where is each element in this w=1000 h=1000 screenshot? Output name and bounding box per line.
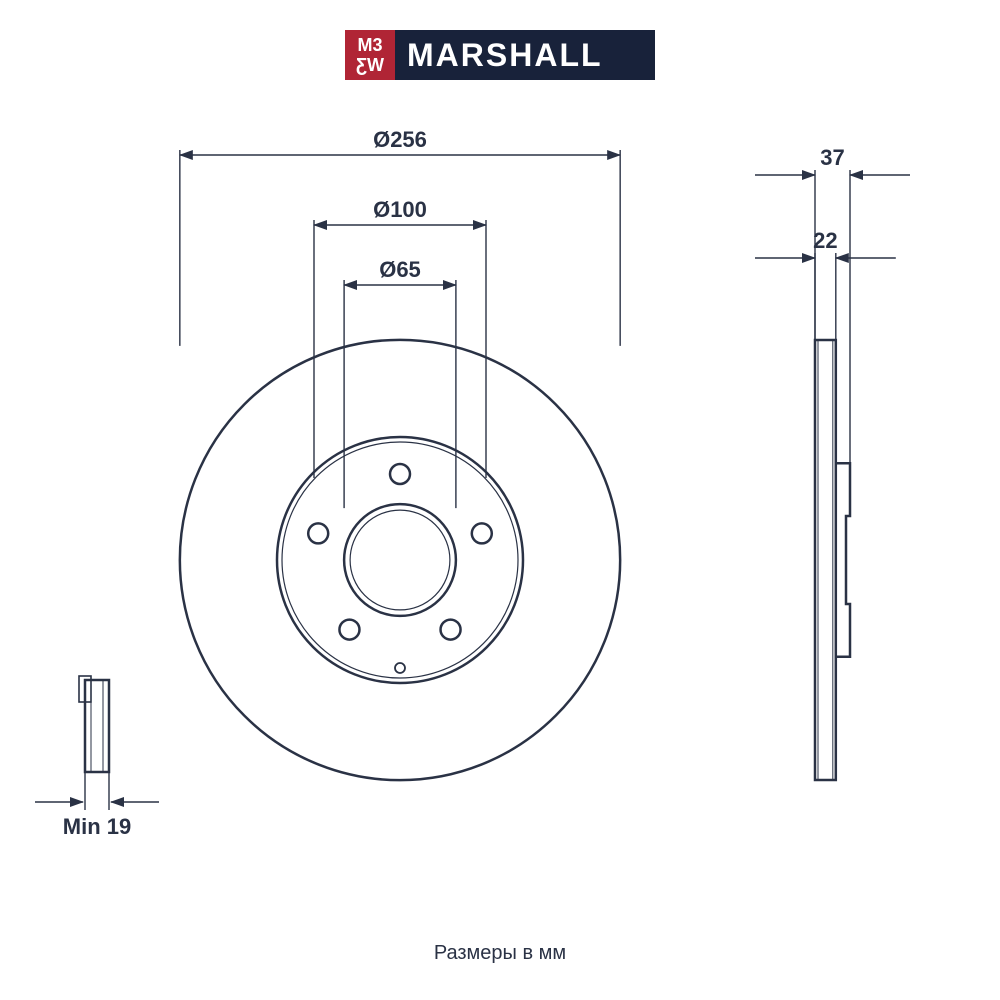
svg-text:Min 19: Min 19 [63,814,131,839]
svg-text:Ø256: Ø256 [373,127,427,152]
svg-text:Ø65: Ø65 [379,257,421,282]
svg-text:22: 22 [813,228,837,253]
technical-drawing: Min 19 Ø256 Ø100 Ø65 37 22 [0,0,1000,1000]
svg-text:37: 37 [820,145,844,170]
caption: Размеры в мм [0,942,1000,965]
logo-icon-top: M3 [357,35,382,55]
svg-text:Ø100: Ø100 [373,197,427,222]
logo-icon-bottom: ƸW [356,55,384,75]
brand-name: MARSHALL [407,37,603,73]
brand-logo: M3 ƸW MARSHALL [345,30,655,80]
